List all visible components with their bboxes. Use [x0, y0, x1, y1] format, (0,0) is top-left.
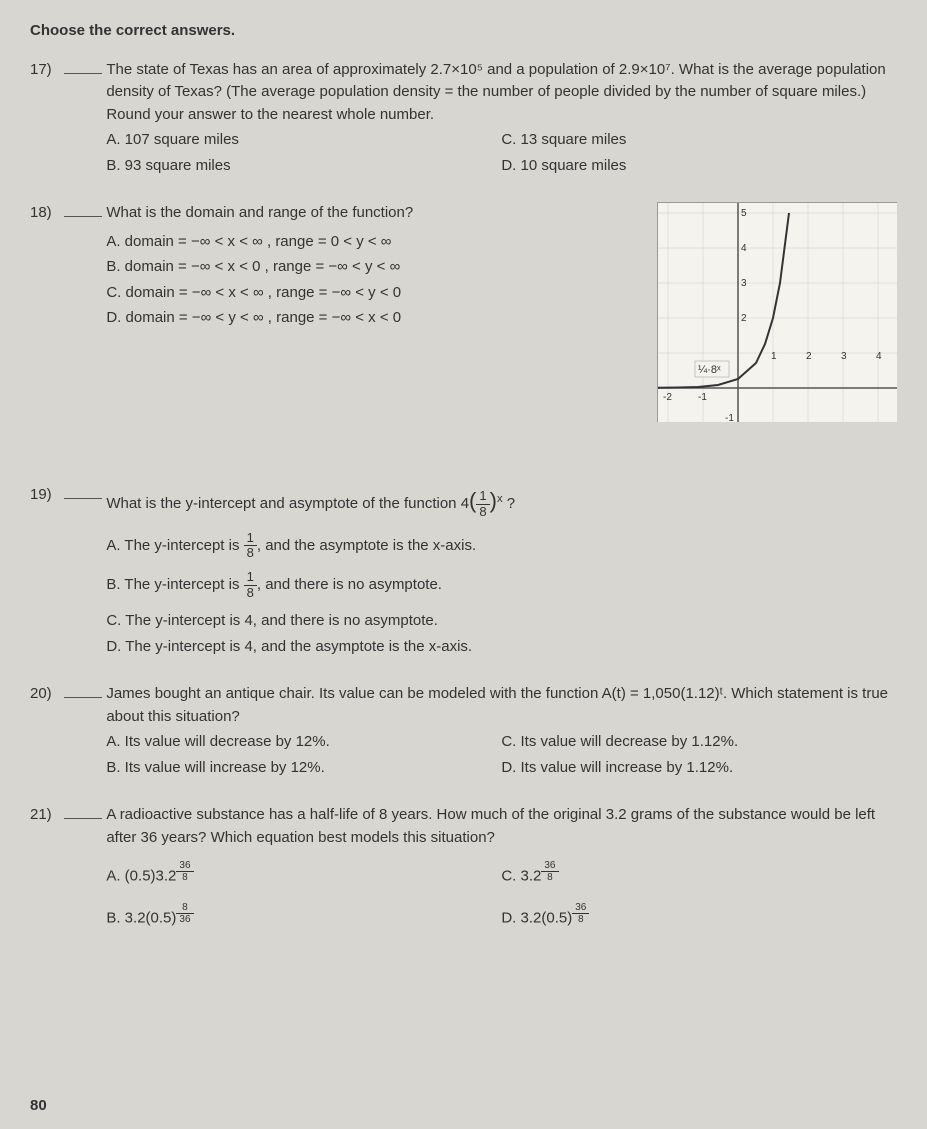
q18-graph: 1 2 3 4 2 3 4 5 -1 -2 -1 ¼·8ˣ [657, 202, 897, 422]
q19-option-a[interactable]: A. The y-intercept is 18, and the asympt… [106, 531, 896, 561]
q17-answer-blank[interactable] [64, 59, 102, 74]
q19-func-frac: 18 [476, 489, 489, 519]
q18-option-b[interactable]: B. domain = −∞ < x < 0 , range = −∞ < y … [106, 256, 626, 279]
svg-text:4: 4 [876, 351, 882, 362]
question-18: 1 2 3 4 2 3 4 5 -1 -2 -1 ¼·8ˣ 18) What i… [30, 202, 897, 422]
q21-optC-exp: 368 [541, 860, 558, 883]
q17-number: 17) [30, 59, 60, 82]
question-20: 20) James bought an antique chair. Its v… [30, 683, 897, 782]
svg-text:-1: -1 [698, 392, 707, 403]
q19-optB-pre: B. The y-intercept is [106, 576, 243, 593]
svg-text:2: 2 [741, 313, 747, 324]
svg-text:1: 1 [771, 351, 777, 362]
q20-options: A. Its value will decrease by 12%. B. It… [106, 728, 896, 782]
q20-text: James bought an antique chair. Its value… [106, 685, 888, 725]
q19-optA-frac: 18 [244, 531, 257, 561]
svg-text:-2: -2 [663, 392, 672, 403]
q19-options: A. The y-intercept is 18, and the asympt… [106, 531, 896, 658]
q19-optA-post: , and the asymptote is the x-axis. [257, 537, 476, 554]
q19-option-d[interactable]: D. The y-intercept is 4, and the asympto… [106, 636, 896, 659]
q20-body: James bought an antique chair. Its value… [106, 683, 896, 782]
q21-optB-pre: B. 3.2(0.5) [106, 909, 176, 926]
q21-answer-blank[interactable] [64, 804, 102, 819]
q19-qmark: ? [507, 495, 515, 512]
svg-text:4: 4 [741, 243, 747, 254]
q20-option-d[interactable]: D. Its value will increase by 1.12%. [501, 757, 896, 780]
q19-intro: What is the y-intercept and asymptote of… [106, 495, 460, 512]
q20-option-a[interactable]: A. Its value will decrease by 12%. [106, 731, 501, 754]
svg-text:5: 5 [741, 208, 747, 219]
q18-body: What is the domain and range of the func… [106, 202, 626, 333]
question-19: 19) What is the y-intercept and asymptot… [30, 484, 897, 661]
svg-text:2: 2 [806, 351, 812, 362]
svg-text:3: 3 [741, 278, 747, 289]
q21-optB-exp: 836 [176, 902, 193, 925]
q19-optA-pre: A. The y-intercept is [106, 537, 243, 554]
q17-options: A. 107 square miles B. 93 square miles C… [106, 126, 896, 180]
svg-text:3: 3 [841, 351, 847, 362]
page-header: Choose the correct answers. [30, 20, 897, 43]
q21-option-a[interactable]: A. (0.5)3.2368 [106, 860, 501, 888]
q19-answer-blank[interactable] [64, 484, 102, 499]
q20-number: 20) [30, 683, 60, 706]
q17-body: The state of Texas has an area of approx… [106, 59, 896, 181]
q21-body: A radioactive substance has a half-life … [106, 804, 896, 933]
q18-option-c[interactable]: C. domain = −∞ < x < ∞ , range = −∞ < y … [106, 282, 626, 305]
q18-options: A. domain = −∞ < x < ∞ , range = 0 < y <… [106, 231, 626, 330]
q19-number: 19) [30, 484, 60, 507]
q19-optB-post: , and there is no asymptote. [257, 576, 442, 593]
q21-option-b[interactable]: B. 3.2(0.5)836 [106, 902, 501, 930]
q21-number: 21) [30, 804, 60, 827]
q21-optA-pre: A. (0.5)3.2 [106, 867, 176, 884]
q19-optB-frac: 18 [244, 570, 257, 600]
svg-text:¼·8ˣ: ¼·8ˣ [698, 364, 721, 376]
q19-option-c[interactable]: C. The y-intercept is 4, and there is no… [106, 610, 896, 633]
q18-number: 18) [30, 202, 60, 225]
q21-optC-pre: C. 3.2 [501, 867, 541, 884]
q21-options: A. (0.5)3.2368 B. 3.2(0.5)836 C. 3.2368 … [106, 857, 896, 933]
q18-option-a[interactable]: A. domain = −∞ < x < ∞ , range = 0 < y <… [106, 231, 626, 254]
q17-option-d[interactable]: D. 10 square miles [501, 155, 896, 178]
q20-answer-blank[interactable] [64, 683, 102, 698]
q21-optA-exp: 368 [176, 860, 193, 883]
q17-text: The state of Texas has an area of approx… [106, 61, 885, 123]
q21-option-d[interactable]: D. 3.2(0.5)368 [501, 902, 896, 930]
q19-body: What is the y-intercept and asymptote of… [106, 484, 896, 661]
q19-func-exp: x [497, 493, 503, 505]
q18-option-d[interactable]: D. domain = −∞ < y < ∞ , range = −∞ < x … [106, 307, 626, 330]
q17-option-b[interactable]: B. 93 square miles [106, 155, 501, 178]
q21-text: A radioactive substance has a half-life … [106, 806, 875, 846]
q20-option-c[interactable]: C. Its value will decrease by 1.12%. [501, 731, 896, 754]
q17-option-c[interactable]: C. 13 square miles [501, 129, 896, 152]
q19-option-b[interactable]: B. The y-intercept is 18, and there is n… [106, 570, 896, 600]
svg-text:-1: -1 [725, 413, 734, 422]
q17-option-a[interactable]: A. 107 square miles [106, 129, 501, 152]
q20-option-b[interactable]: B. Its value will increase by 12%. [106, 757, 501, 780]
page-number: 80 [30, 1095, 47, 1118]
q21-optD-exp: 368 [572, 902, 589, 925]
q19-func-base: 4 [461, 495, 469, 512]
q21-optD-pre: D. 3.2(0.5) [501, 909, 572, 926]
question-17: 17) The state of Texas has an area of ap… [30, 59, 897, 181]
q18-text: What is the domain and range of the func… [106, 204, 413, 221]
question-21: 21) A radioactive substance has a half-l… [30, 804, 897, 933]
q18-answer-blank[interactable] [64, 202, 102, 217]
q21-option-c[interactable]: C. 3.2368 [501, 860, 896, 888]
